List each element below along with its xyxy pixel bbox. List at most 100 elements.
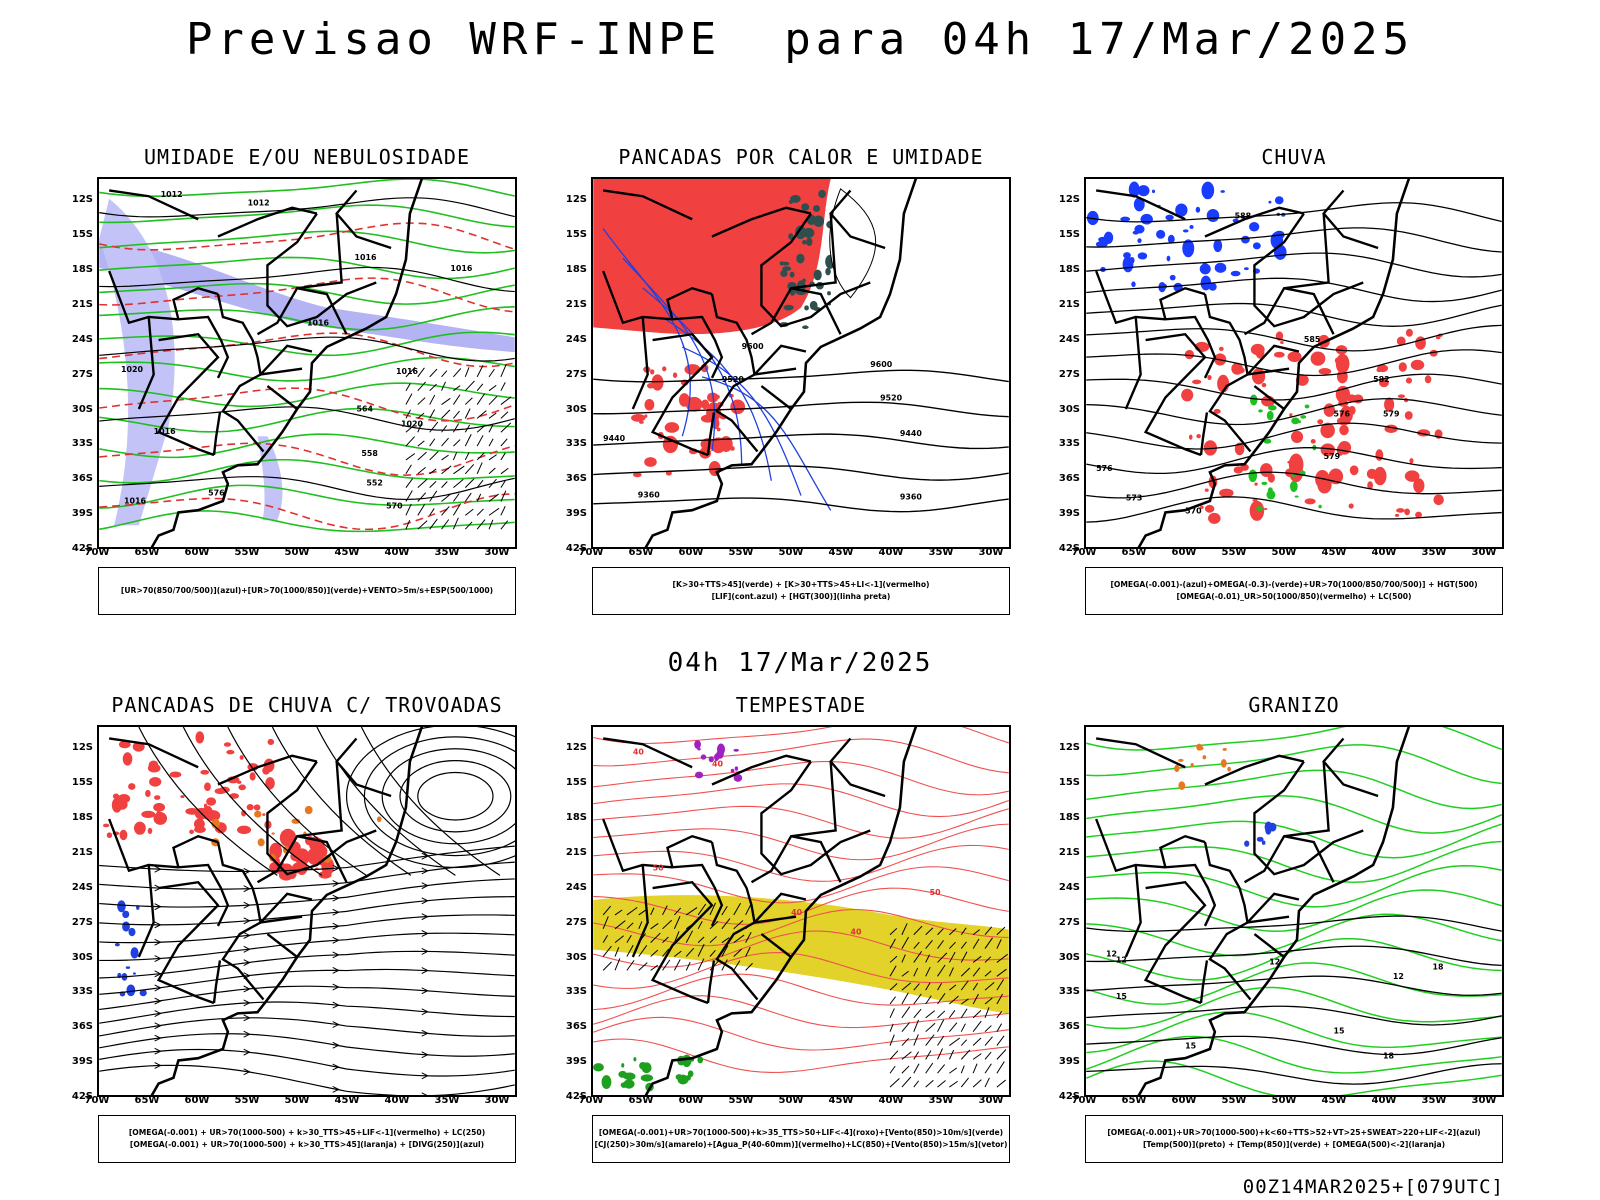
lif-contours — [602, 228, 832, 511]
hail-blue-area-cell — [1264, 821, 1273, 833]
wind850-vectors-east-arrow — [972, 938, 980, 949]
wind850-vectors-east-arrow — [937, 928, 944, 936]
border-line — [602, 189, 693, 221]
green-humidity-contour-line — [99, 382, 515, 408]
temp850-green-contour-line — [1086, 795, 1502, 834]
border-line — [217, 754, 318, 786]
border-line — [1253, 760, 1364, 876]
contour-label: 552 — [366, 479, 383, 488]
contour-label: 9440 — [900, 429, 923, 438]
rain-red-area-cell — [1424, 375, 1432, 384]
heat-moisture-area-green-cell — [802, 325, 809, 330]
wind-vectors-arrow — [476, 410, 487, 419]
latitude-tick-label: 39S — [565, 508, 587, 520]
omega-green-area-cell — [1248, 469, 1258, 483]
legend-line: [LIF](cont.azul) + [HGT(300)](linha pret… — [711, 592, 891, 601]
streamline-arrow — [154, 903, 162, 911]
temp500-contour-line — [1086, 945, 1502, 967]
legend-line: [OMEGA(-0.001)+UR>70(1000-500)+k>35_TTS>… — [598, 1128, 1004, 1137]
wind-vectors-arrow — [476, 462, 483, 474]
streamline-arrow — [332, 922, 340, 930]
wind-vectors-arrow — [464, 452, 470, 461]
convective-area-red-south-cell — [644, 457, 657, 467]
rain-red-area-cell — [1421, 429, 1427, 433]
thunderstorm-red-area-cell — [223, 742, 232, 747]
omega-blue-area-cell — [1128, 181, 1140, 198]
wind850-vectors-east-arrow — [937, 1080, 946, 1088]
wind-vectors-arrow — [453, 465, 465, 475]
streamline-arrow — [421, 967, 429, 974]
legend-line: [OMEGA(-0.001) + UR>70(1000-500) + k>30_… — [129, 1140, 485, 1149]
longitude-tick-label: 30W — [978, 1095, 1004, 1106]
longitude-tick-label: 65W — [1121, 547, 1147, 558]
wind850-vectors-arrow — [697, 943, 705, 957]
wind-green-area-cell — [697, 1056, 704, 1064]
omega-green-area-cell — [1258, 409, 1263, 413]
wind-vectors-arrow — [417, 381, 426, 392]
latitude-tick-label: 30S — [1058, 403, 1080, 415]
rain-red-area-cell — [1290, 430, 1304, 444]
border-line — [1095, 737, 1186, 769]
pressure-contour-line — [99, 476, 515, 501]
streamline-line — [99, 914, 515, 944]
clear-area — [829, 188, 877, 299]
streamline-arrow — [243, 917, 251, 925]
wind850-vectors-east-arrow — [913, 950, 923, 963]
streamline-arrow — [154, 938, 162, 946]
hgt500-contour-line — [1086, 324, 1502, 352]
omega-blue-area-cell — [1268, 200, 1272, 204]
wind850-vectors-east-arrow — [913, 941, 920, 949]
longitude-tick-label: 65W — [134, 1095, 160, 1106]
border-line — [790, 835, 842, 883]
wind850-vectors-east — [889, 923, 1008, 1088]
wind850-vectors-east-arrow — [972, 1037, 982, 1046]
streamline-arrow — [154, 997, 162, 1005]
thunderstorm-red-area-cell — [106, 832, 113, 839]
longitude-tick-label: 70W — [1071, 1095, 1097, 1106]
wind850-vectors-east-arrow — [949, 1037, 961, 1046]
omega-blue-area-cell — [1214, 262, 1227, 273]
wind-vectors-arrow — [417, 367, 425, 378]
wind-vectors-arrow — [452, 423, 460, 433]
green-humidity-contour-line — [99, 484, 515, 509]
wind-vectors-arrow — [441, 481, 448, 488]
streamline-arrow — [421, 897, 429, 905]
contour-label: 1016 — [396, 367, 419, 376]
latitude-tick-label: 21S — [565, 846, 587, 858]
heat-moisture-area-green-cell — [796, 253, 805, 264]
thunderstorm-red-area-cell — [169, 771, 182, 778]
wind850-vectors-arrow — [709, 949, 716, 957]
omega-green-area-cell — [1256, 506, 1263, 512]
wind-vectors-arrow — [476, 508, 484, 516]
contour-label: 9520 — [880, 394, 903, 403]
rain-red-area-cell — [1188, 434, 1193, 440]
wind-vectors-arrow — [417, 451, 427, 461]
convective-area-red-south-cell — [716, 427, 721, 432]
thunderstorm-orange-area-cell — [304, 805, 313, 815]
map-canvas: 1012 1012 1016 1016 1016 1020 1016 1016 1020 1016… — [99, 179, 515, 547]
streamline-arrow — [421, 930, 429, 937]
temp850-green-contour-line — [1086, 1035, 1502, 1074]
forecast-map-panel: 9600 9600 9520 9520 9440 9440 9360 9360 — [591, 177, 1011, 549]
border-line — [266, 212, 377, 328]
border-line — [1143, 880, 1207, 1005]
border-line — [172, 834, 230, 927]
lif-contour — [622, 257, 716, 452]
streamline-arrow — [421, 1092, 428, 1095]
wind850-vectors-east-arrow — [925, 1010, 936, 1019]
omega-blue-area-cell — [1204, 191, 1209, 196]
thunderstorm-red-core-cell — [318, 871, 332, 879]
rain-red-area-cell — [1405, 328, 1413, 337]
thunderstorm-red-area — [102, 731, 275, 841]
wind850-vectors-east-arrow — [889, 1050, 899, 1060]
temp850-green-contour-line — [1086, 913, 1502, 957]
latitude-tick-label: 33S — [1058, 986, 1080, 998]
thunderstorm-red-area-cell — [200, 769, 210, 775]
longitude-tick-label: 65W — [628, 1095, 654, 1106]
wind-vectors-arrow — [476, 424, 486, 433]
wind850-vectors-east-arrow — [889, 1065, 896, 1074]
rain-red-area-cell — [1375, 449, 1384, 461]
streamline-arrow — [243, 1048, 251, 1056]
contour-label: 579 — [1383, 409, 1400, 418]
wind850-vectors-arrow — [638, 921, 643, 930]
